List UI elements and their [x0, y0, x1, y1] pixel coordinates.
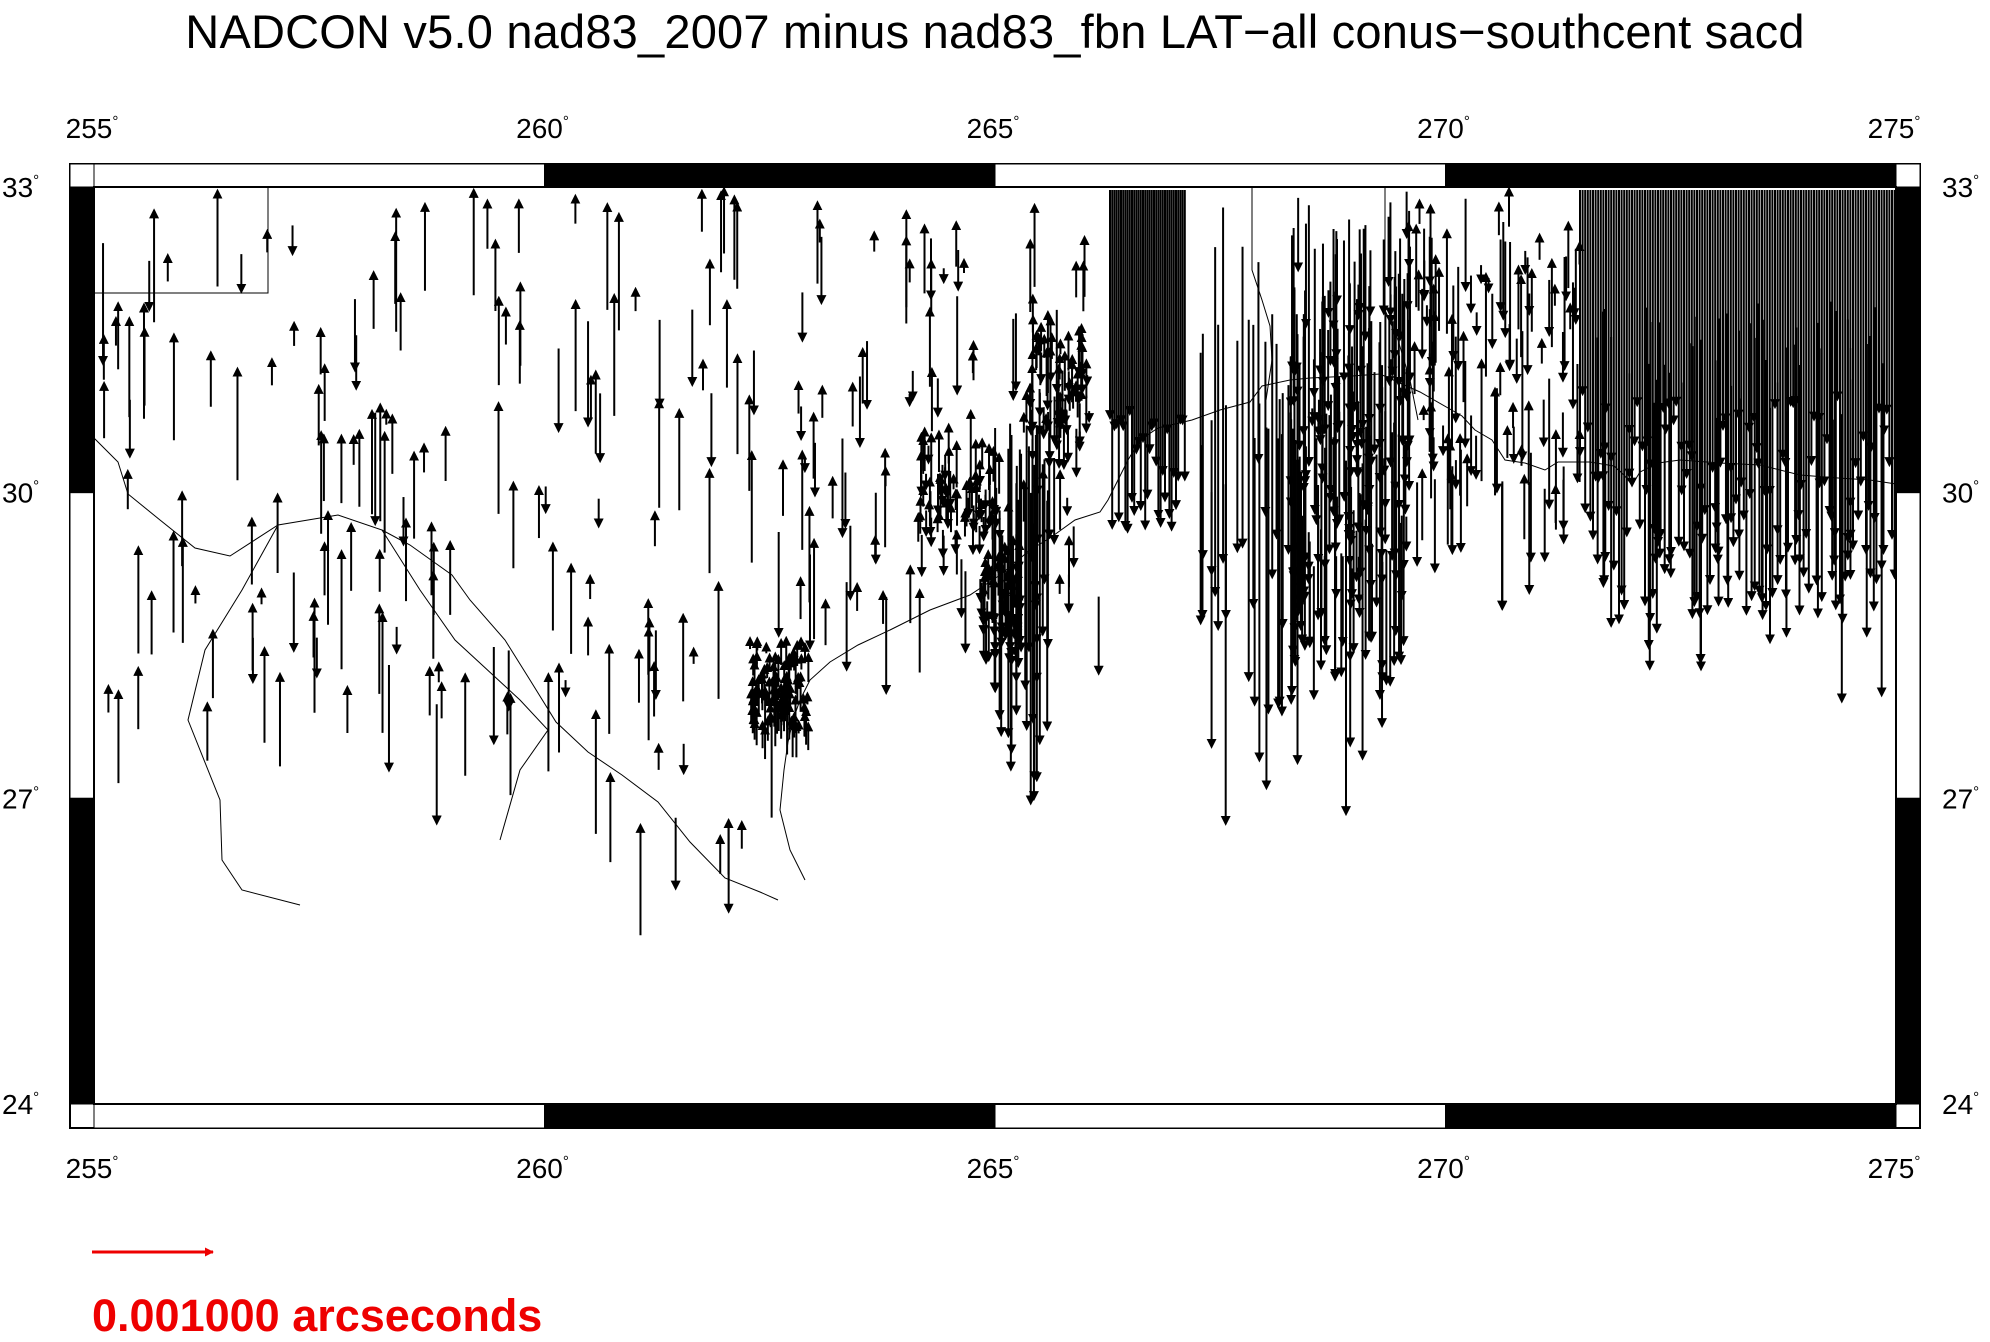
lon-tick-label-top: 270°	[1417, 113, 1470, 144]
lat-tick-label-right: 24°	[1942, 1089, 1979, 1120]
scale-label: 0.001000 arcseconds	[92, 1290, 543, 1341]
mexico-state-line	[187, 524, 301, 906]
lat-tick-label-right: 33°	[1942, 172, 1979, 203]
displacement-vectors	[98, 187, 1896, 936]
lat-tick-label-left: 27°	[2, 783, 39, 814]
lon-tick-label-bottom: 270°	[1417, 1153, 1470, 1184]
lon-tick-label-top: 255°	[66, 113, 119, 144]
new-mexico-border	[94, 187, 269, 294]
mexico-state-line	[381, 529, 549, 841]
page-title: NADCON v5.0 nad83_2007 minus nad83_fbn L…	[185, 5, 1805, 58]
lat-tick-label-left: 33°	[2, 172, 39, 203]
lon-tick-label-top: 275°	[1868, 113, 1921, 144]
lon-tick-label-bottom: 275°	[1868, 1153, 1921, 1184]
lon-tick-label-top: 260°	[516, 113, 569, 144]
lon-tick-label-top: 265°	[967, 113, 1020, 144]
lon-tick-label-bottom: 265°	[967, 1153, 1020, 1184]
lat-tick-label-right: 27°	[1942, 783, 1979, 814]
lat-tick-label-left: 30°	[2, 478, 39, 509]
louisiana-border	[1251, 187, 1273, 401]
lon-tick-label-bottom: 260°	[516, 1153, 569, 1184]
lat-tick-label-left: 24°	[2, 1089, 39, 1120]
lon-tick-label-bottom: 255°	[66, 1153, 119, 1184]
lat-tick-label-right: 30°	[1942, 478, 1979, 509]
axis-labels: 255° 255° 260° 260° 265° 265° 270° 270° 275° 275°…	[2, 113, 1979, 1184]
gulf-coast	[779, 373, 1896, 881]
